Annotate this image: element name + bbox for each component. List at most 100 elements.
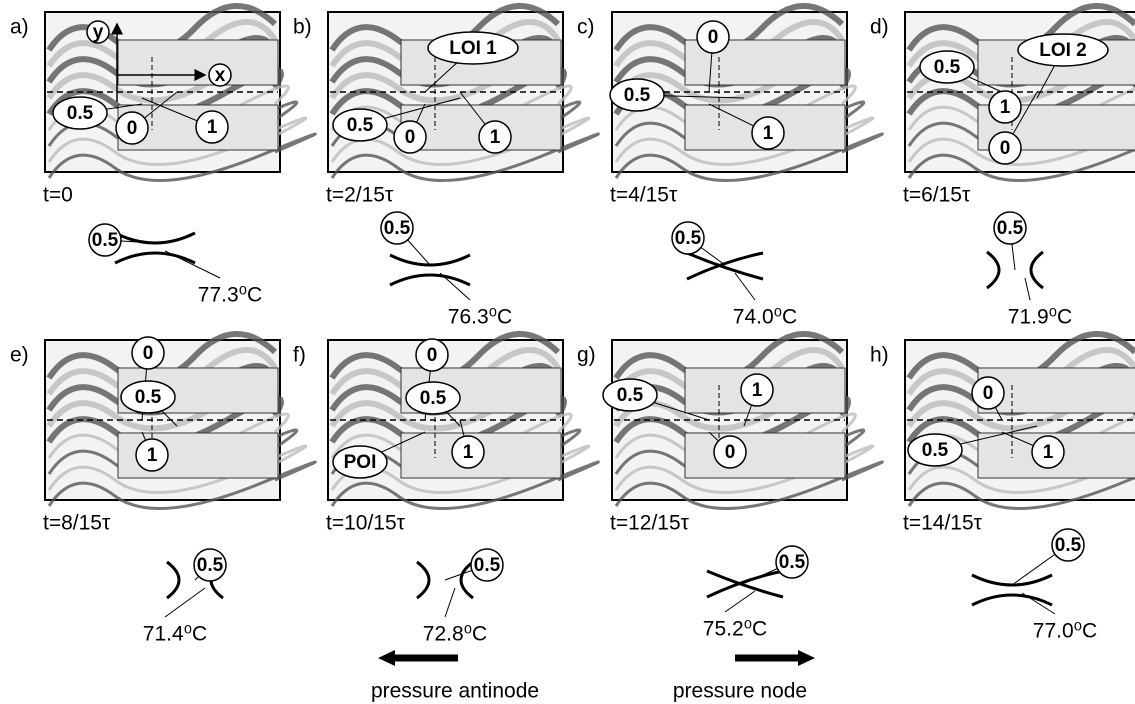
- fringe-curve: [167, 562, 179, 598]
- time-label: t=6/15τ: [903, 184, 971, 207]
- callout-label: 0: [725, 442, 736, 463]
- callout-label: POI: [344, 452, 377, 473]
- figure: pressure antinode pressure node y x 0.5 0 1 a…: [0, 0, 1135, 704]
- fringe-diagram: 0.5 77.3⁰C: [89, 224, 262, 307]
- temperature: 71.4⁰C: [143, 623, 207, 646]
- callout-label: 1: [207, 117, 218, 138]
- callout-label: LOI 1: [449, 38, 497, 59]
- panel: 0 0.5 POI 1: [328, 334, 598, 509]
- fringe-curve: [115, 253, 195, 263]
- panel-label: e): [10, 344, 29, 367]
- temperature: 75.2⁰C: [703, 618, 767, 641]
- callout-label: 0.5: [135, 387, 162, 408]
- panel: LOI 1 0.5 0 1: [328, 6, 598, 181]
- leader-line: [1025, 278, 1030, 300]
- fringe-diagram: 0.5 71.9⁰C: [987, 212, 1072, 329]
- heater-plate: [118, 40, 278, 85]
- panel: 00.51: [45, 334, 315, 509]
- diagram-label: 0.5: [92, 230, 119, 251]
- leader-line: [725, 591, 755, 612]
- fringe-curve: [390, 255, 470, 265]
- callout-label: 0.5: [347, 115, 374, 136]
- panel: y x 0.5 0 1: [45, 6, 315, 181]
- diagram-label: 0.5: [675, 228, 702, 249]
- panel: 0.5 1 0: [603, 334, 882, 509]
- diagram-label: 0.5: [197, 555, 224, 576]
- callout-label: 0: [708, 27, 719, 48]
- fringe-diagram: 0.5 75.2⁰C: [703, 546, 808, 641]
- arrow-head: [378, 650, 395, 666]
- footer-label: pressure antinode: [371, 680, 539, 703]
- panel-label: b): [293, 16, 312, 39]
- panel: 00.51: [905, 334, 1135, 509]
- footer-arrows: [378, 650, 815, 666]
- heater-plate: [685, 433, 845, 478]
- panel-label: f): [293, 344, 306, 367]
- panel-label: d): [870, 16, 889, 39]
- fringe-diagram: 0.5 71.4⁰C: [143, 549, 226, 646]
- fringe-diagram: 0.5 76.3⁰C: [381, 212, 512, 329]
- leader-line: [165, 588, 205, 617]
- callout-label: 1: [1000, 97, 1011, 118]
- fringe-curve: [987, 252, 999, 288]
- temperature: 76.3⁰C: [448, 306, 512, 329]
- callout-label: x: [215, 65, 226, 86]
- temperature: 71.9⁰C: [1008, 306, 1072, 329]
- callout-label: 0: [143, 343, 154, 364]
- diagram-label: 0.5: [1055, 535, 1082, 556]
- callout-label: 0.5: [617, 385, 644, 406]
- callout-label: LOI 2: [1039, 40, 1087, 61]
- temperature: 77.0⁰C: [1033, 620, 1097, 643]
- time-label: t=12/15τ: [610, 512, 690, 535]
- panel-label: a): [10, 16, 29, 39]
- fringe-diagram: 0.5 77.0⁰C: [972, 529, 1097, 643]
- fringe-curve: [972, 575, 1052, 585]
- time-label: t=8/15τ: [43, 512, 111, 535]
- fringe-curve: [1031, 252, 1043, 288]
- callout-label: 0: [1000, 138, 1011, 159]
- callout-label: 0: [127, 118, 138, 139]
- callout-label: 0.5: [624, 85, 651, 106]
- diagram-label: 0.5: [997, 218, 1024, 239]
- fringe-diagram: 0.5 72.8⁰C: [417, 549, 503, 646]
- callout-label: 1: [752, 380, 763, 401]
- fringe-curve: [390, 275, 470, 285]
- diagram-label: 0.5: [384, 218, 411, 239]
- callout-label: 1: [490, 127, 501, 148]
- fringe-curve: [417, 562, 429, 598]
- callout-label: 0.5: [420, 388, 447, 409]
- callout-label: 0: [405, 127, 416, 148]
- callout-label: 1: [1043, 442, 1054, 463]
- footer-label: pressure node: [673, 680, 807, 703]
- time-label: t=2/15τ: [326, 184, 394, 207]
- leader-line: [445, 588, 455, 617]
- callout-label: y: [93, 22, 104, 43]
- callout-label: 0.5: [934, 57, 961, 78]
- callout-label: 0.5: [922, 440, 949, 461]
- leader-line: [165, 251, 220, 278]
- callout-label: 1: [763, 123, 774, 144]
- time-label: t=0: [43, 184, 73, 207]
- time-label: t=10/15τ: [326, 512, 406, 535]
- temperature: 77.3⁰C: [198, 284, 262, 307]
- panel: 00.51: [610, 6, 882, 181]
- panel-label: h): [870, 344, 889, 367]
- leader-line: [440, 273, 470, 300]
- callout-label: 0: [427, 345, 438, 366]
- panel: 0.5 LOI 2 1 0: [905, 6, 1135, 181]
- panel-label: g): [577, 344, 596, 367]
- diagram-label: 0.5: [474, 555, 501, 576]
- diagram-label: 0.5: [779, 552, 806, 573]
- arrow-head: [798, 650, 815, 666]
- callout-label: 1: [463, 442, 474, 463]
- callout-label: 1: [147, 445, 158, 466]
- fringe-diagram: 0.5 74.0⁰C: [672, 222, 797, 329]
- callout-label: 0: [983, 383, 994, 404]
- callout-label: 0.5: [67, 103, 94, 124]
- fringe-curve: [972, 595, 1052, 605]
- temperature: 72.8⁰C: [423, 623, 487, 646]
- time-label: t=4/15τ: [610, 184, 678, 207]
- page: {"panels": [ {"label": "a)", "time": "t=…: [0, 0, 1135, 704]
- temperature: 74.0⁰C: [733, 306, 797, 329]
- time-label: t=14/15τ: [903, 512, 983, 535]
